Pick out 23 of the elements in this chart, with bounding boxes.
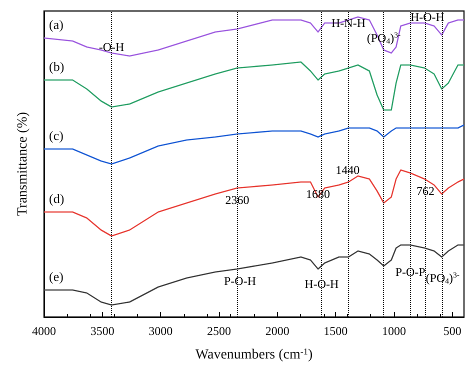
annotation: H-O-H	[410, 10, 445, 24]
x-tick-label: 4000	[32, 324, 56, 338]
x-tick-label: 2500	[207, 324, 231, 338]
x-tick-label: 3000	[148, 324, 173, 338]
x-tick-label: 1000	[382, 324, 406, 338]
annotation: H-O-H	[304, 277, 339, 291]
series-label: (c)	[49, 128, 64, 143]
series-label: (e)	[49, 269, 64, 284]
x-tick-label: 500	[443, 324, 462, 338]
series-label: (a)	[49, 17, 64, 32]
series-label: (d)	[49, 191, 64, 206]
annotation: P-O-H	[224, 274, 256, 288]
series-label: (b)	[49, 59, 64, 74]
x-tick-label: 1500	[324, 324, 348, 338]
annotation: H-N-H	[332, 16, 366, 30]
y-axis-title: Transmittance (%)	[16, 112, 30, 216]
x-tick-label: 3500	[90, 324, 114, 338]
annotation: 762	[416, 184, 434, 198]
annotation: 1440	[336, 163, 360, 177]
annotation: P-O-P	[395, 265, 426, 279]
annotation: 2360	[225, 193, 250, 207]
annotation: -O-H	[98, 40, 125, 54]
x-tick-label: 2000	[265, 324, 290, 338]
